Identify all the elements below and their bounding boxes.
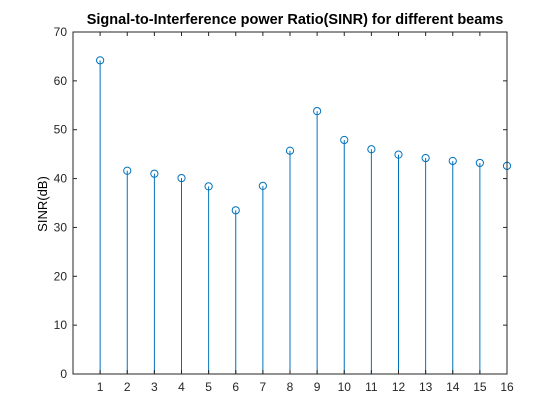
x-tick-label: 4 [178, 380, 185, 394]
x-tick-label: 13 [419, 380, 433, 394]
x-tick-label: 11 [365, 380, 378, 394]
x-tick-label: 15 [473, 380, 487, 394]
stem-marker [394, 150, 403, 159]
x-tick-label: 6 [232, 380, 239, 394]
y-tick-label: 0 [60, 367, 67, 381]
y-tick-label: 70 [54, 25, 68, 39]
stem-marker [367, 145, 376, 154]
stem-marker [150, 169, 159, 178]
y-tick-label: 50 [54, 123, 68, 137]
stem-marker [475, 158, 484, 168]
stem-marker [204, 182, 213, 191]
x-tick-label: 5 [205, 380, 212, 394]
stem-marker [177, 173, 186, 183]
x-tick-label: 8 [287, 380, 294, 394]
x-tick-label: 10 [338, 380, 352, 394]
x-tick-label: 9 [314, 380, 321, 394]
y-tick-label: 40 [54, 172, 68, 186]
stem-marker [313, 107, 322, 116]
stem-marker [123, 166, 132, 175]
x-tick-label: 1 [97, 380, 104, 394]
x-tick-label: 7 [260, 380, 267, 394]
stem-marker [96, 56, 105, 65]
y-tick-label: 10 [54, 318, 68, 332]
y-tick-label: 30 [54, 220, 68, 234]
stem-marker [340, 135, 349, 145]
x-tick-label: 16 [500, 380, 514, 394]
x-tick-label: 3 [151, 380, 158, 394]
x-tick-label: 14 [446, 380, 460, 394]
y-tick-label: 20 [54, 269, 68, 283]
y-axis-label: SINR(dB) [35, 176, 50, 232]
stem-marker [421, 153, 430, 163]
y-tick-label: 60 [54, 74, 68, 88]
stem-marker [285, 146, 295, 155]
stem-marker [448, 156, 457, 166]
stem-marker [231, 206, 240, 215]
x-tick-label: 2 [124, 380, 131, 394]
chart-title: Signal-to-Interference power Ratio(SINR)… [87, 12, 504, 28]
stem-marker [258, 181, 267, 190]
x-tick-label: 12 [392, 380, 406, 394]
